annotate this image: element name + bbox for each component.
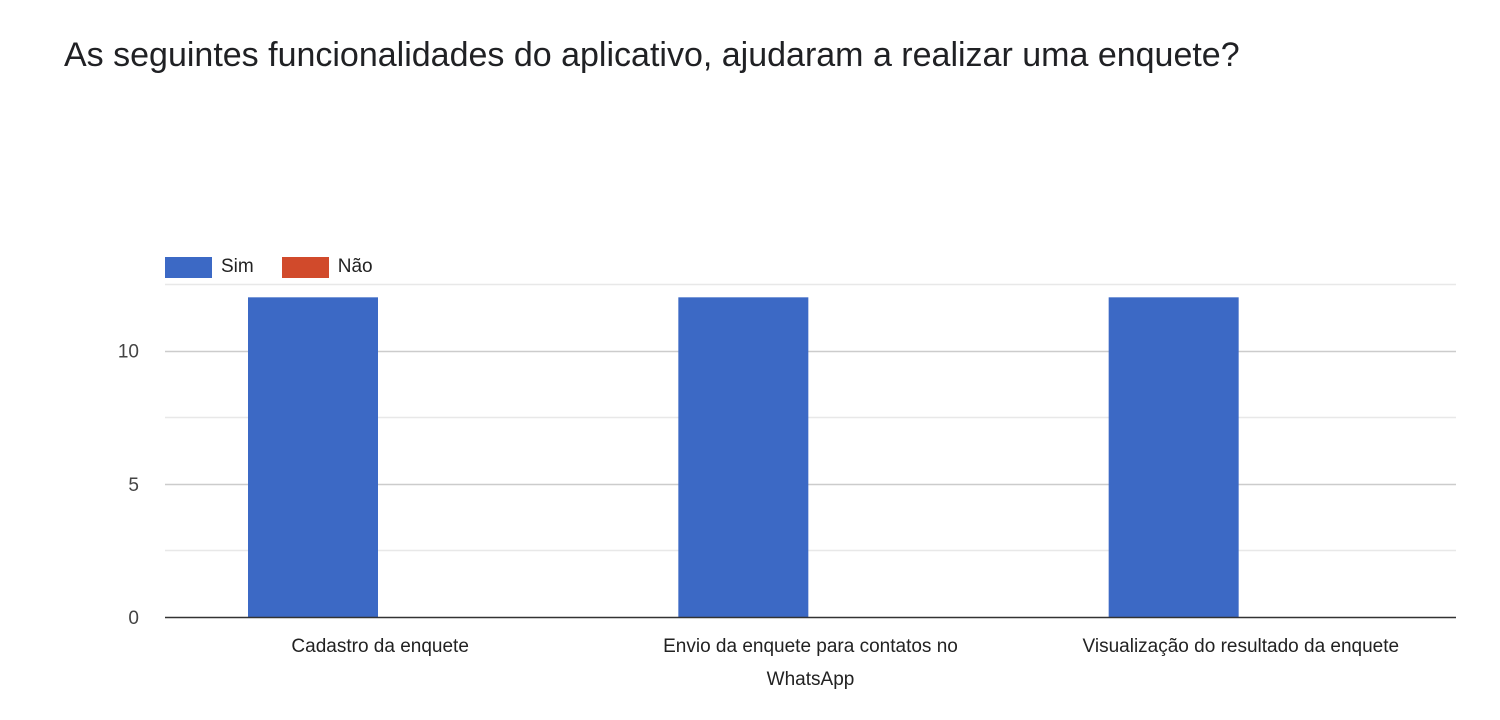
- legend-swatch-nao: [281, 256, 329, 278]
- y-tick-label-2: 10: [118, 342, 139, 363]
- x-category-label-1-line-1: WhatsApp: [767, 669, 855, 690]
- bar-sim-1: [678, 297, 809, 617]
- x-category-label-0: Cadastro da enquete: [291, 636, 468, 657]
- legend-label-sim: Sim: [221, 256, 254, 277]
- bar-sim-0: [248, 297, 378, 617]
- y-tick-label-0: 0: [128, 608, 139, 629]
- legend-label-nao: Não: [337, 256, 373, 277]
- x-category-label-1: Envio da enquete para contatos no: [663, 636, 958, 657]
- legend: Sim Não: [165, 256, 401, 278]
- chart-title: As seguintes funcionalidades do aplicati…: [64, 36, 1240, 74]
- x-category-label-2: Visualização do resultado da enquete: [1083, 636, 1400, 657]
- legend-item-sim[interactable]: Sim: [165, 256, 254, 278]
- legend-item-nao[interactable]: Não: [281, 256, 373, 278]
- bar-sim-2: [1108, 297, 1239, 617]
- y-tick-label-1: 5: [128, 475, 139, 496]
- legend-swatch-sim: [165, 256, 212, 278]
